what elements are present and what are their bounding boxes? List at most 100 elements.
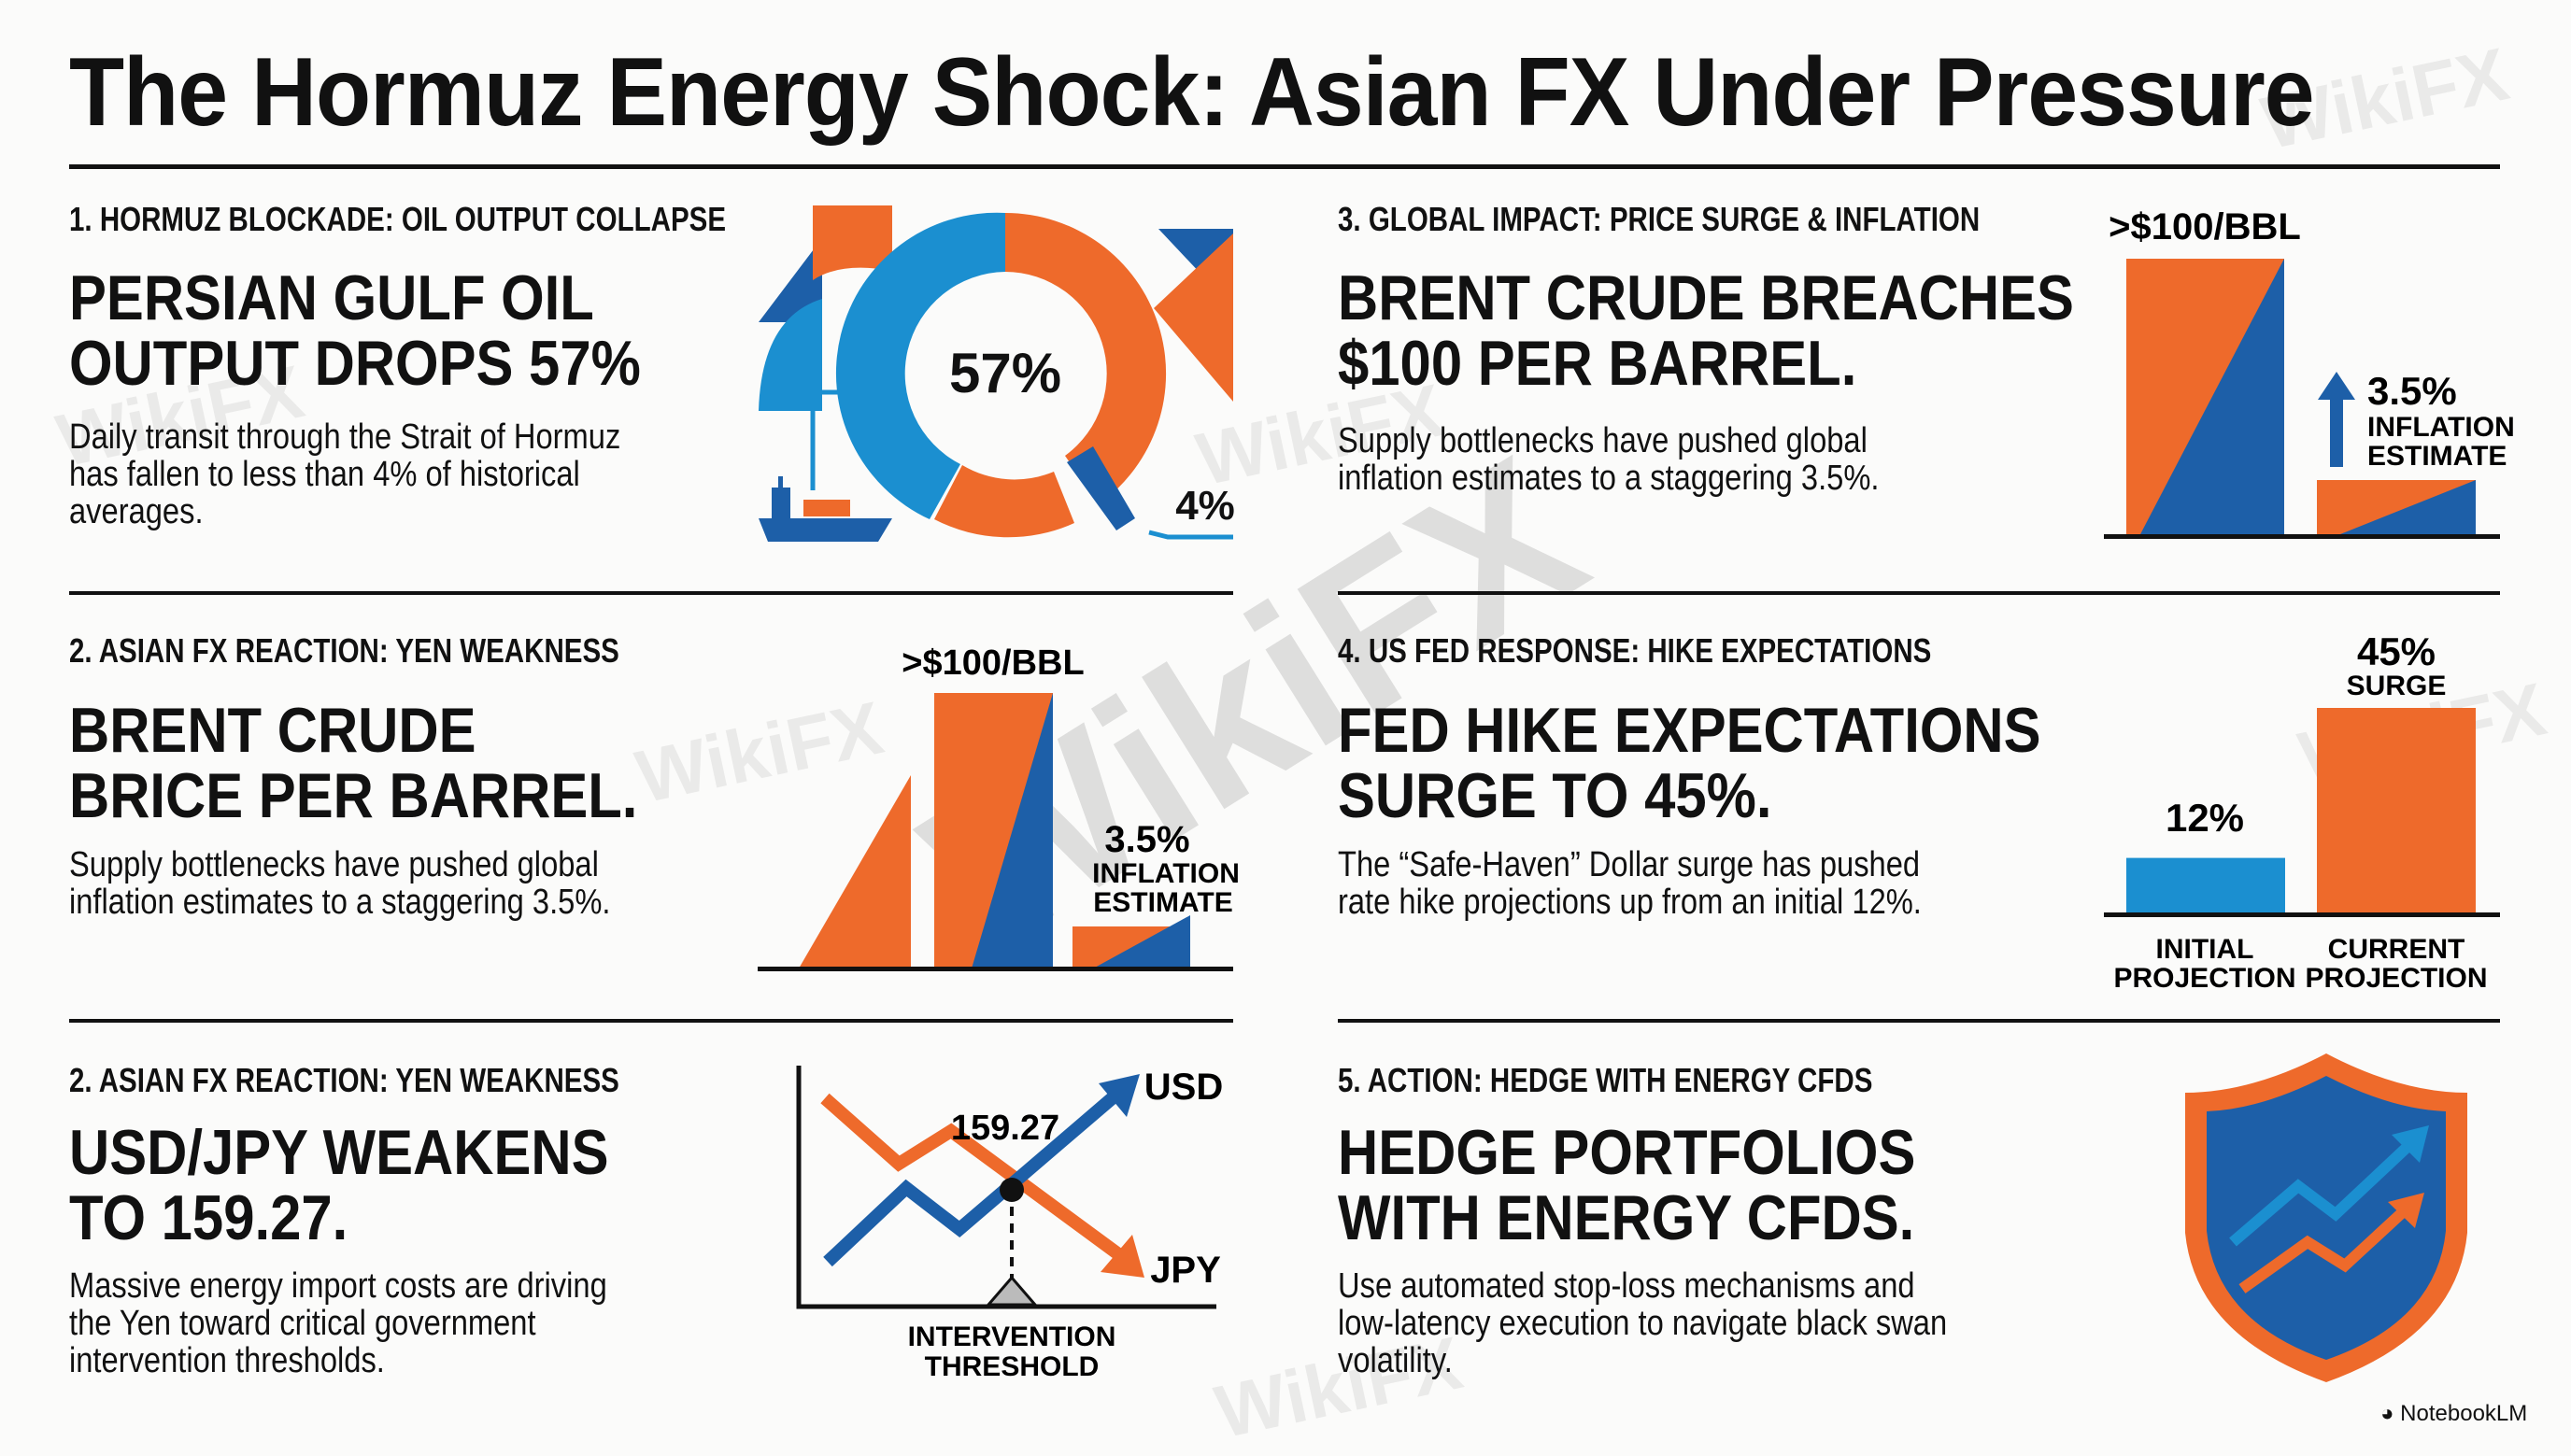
bar-inflation-shade: [1093, 915, 1190, 968]
bar-value-label: 45%: [2357, 629, 2436, 673]
body-line: inflation estimates to a staggering 3.5%…: [1338, 459, 1880, 498]
threshold-label: INTERVENTION: [908, 1322, 1116, 1352]
notebooklm-icon: ◕: [2380, 1401, 2394, 1426]
category-label: CURRENT: [2328, 934, 2465, 965]
headline: FED HIKE EXPECTATIONS SURGE TO 45%.: [1338, 698, 2041, 828]
category-label: PROJECTION: [2113, 963, 2295, 994]
arrow-up-icon: [2318, 372, 2355, 467]
headline: BRENT CRUDE BRICE PER BARREL.: [69, 698, 637, 828]
body-line: Supply bottlenecks have pushed global: [69, 845, 599, 884]
divider: [69, 591, 1233, 595]
bar-oil-price-shade: [2139, 259, 2284, 536]
inflation-label: INFLATION: [1092, 858, 1240, 889]
body-line: low-latency execution to navigate black …: [1338, 1304, 1948, 1343]
ship-icon: [759, 476, 892, 542]
price-label: >$100/BBL: [2109, 206, 2301, 247]
donut-segment-small: [1067, 446, 1135, 530]
baseline: [2104, 534, 2500, 539]
decor-shard: [759, 299, 822, 411]
decor-shard: [759, 238, 822, 322]
category-label: PROJECTION: [2305, 963, 2487, 994]
series-line-jpy: [820, 1093, 1126, 1262]
body-line: Daily transit through the Strait of Horm…: [69, 417, 621, 457]
headline-line: PERSIAN GULF OIL: [69, 262, 594, 333]
headline: USD/JPY WEAKENS TO 159.27.: [69, 1120, 608, 1251]
series-label-usd: USD: [1144, 1067, 1223, 1108]
section-label: 3. GLOBAL IMPACT: PRICE SURGE & INFLATIO…: [1338, 200, 1981, 238]
arrow-jpy: [1101, 1235, 1144, 1278]
section-label: 2. ASIAN FX REACTION: YEN WEAKNESS: [69, 631, 619, 670]
body-line: volatility.: [1338, 1341, 1453, 1380]
bar-value-label: 12%: [2166, 796, 2244, 840]
threshold-marker: [985, 1275, 1039, 1307]
body-text: The “Safe-Haven” Dollar surge has pushed…: [1338, 846, 1922, 921]
donut-segment-blue: [835, 212, 1005, 519]
section-label: 5. ACTION: HEDGE WITH ENERGY CFDS: [1338, 1061, 1873, 1099]
bar-initial: [2126, 857, 2285, 912]
section-label: 2. ASIAN FX REACTION: YEN WEAKNESS: [69, 1061, 619, 1099]
donut-center-value: 57%: [949, 342, 1061, 404]
divider: [69, 1019, 1233, 1023]
headline-line: USD/JPY WEAKENS: [69, 1117, 609, 1188]
footer-brand-text: NotebookLM: [2400, 1401, 2528, 1426]
series-label-jpy: JPY: [1150, 1250, 1221, 1291]
headline-line: WITH ENERGY CFDS.: [1338, 1182, 1915, 1253]
body-line: intervention thresholds.: [69, 1341, 385, 1380]
decor-line: [1148, 530, 1233, 540]
body-line: inflation estimates to a staggering 3.5%…: [69, 883, 611, 922]
headline-line: BRENT CRUDE BREACHES: [1338, 262, 2074, 333]
bar-sub-label: SURGE: [2347, 671, 2447, 701]
divider: [1338, 591, 2500, 595]
headline-line: OUTPUT DROPS 57%: [69, 328, 641, 399]
inflation-value: 3.5%: [1104, 819, 1189, 860]
cross-point: [1000, 1178, 1024, 1202]
headline: HEDGE PORTFOLIOS WITH ENERGY CFDS.: [1338, 1120, 1915, 1251]
body-line: the Yen toward critical government: [69, 1304, 536, 1343]
divider: [1338, 1019, 2500, 1023]
footer-brand: ◕ NotebookLM: [2380, 1401, 2527, 1427]
axes: [796, 1066, 1216, 1309]
inflation-label: INFLATION: [2367, 412, 2515, 443]
body-line: The “Safe-Haven” Dollar surge has pushed: [1338, 845, 1921, 884]
threshold-label: THRESHOLD: [925, 1351, 1100, 1382]
body-line: Massive energy import costs are driving: [69, 1266, 607, 1306]
body-text: Supply bottlenecks have pushed global in…: [1338, 422, 1880, 497]
header-rule: [69, 164, 2500, 169]
arrow-usd: [1099, 1074, 1140, 1117]
headline-line: FED HIKE EXPECTATIONS: [1338, 695, 2041, 766]
body-line: Supply bottlenecks have pushed global: [1338, 421, 1868, 460]
inflation-label: ESTIMATE: [2367, 441, 2507, 472]
headline-line: TO 159.27.: [69, 1182, 348, 1253]
price-label: >$100/BBL: [902, 643, 1084, 683]
inflation-value: 3.5%: [2367, 369, 2457, 413]
bar-oil-price-shade: [972, 693, 1053, 968]
body-text: Massive energy import costs are driving …: [69, 1267, 607, 1379]
headline: BRENT CRUDE BREACHES $100 PER BARREL.: [1338, 265, 2074, 396]
bar-inflation-shade: [2336, 480, 2476, 536]
decor-triangle: [799, 775, 911, 968]
body-text: Supply bottlenecks have pushed global in…: [69, 846, 611, 921]
decor-shard: [813, 205, 892, 280]
body-line: Use automated stop-loss mechanisms and: [1338, 1266, 1915, 1306]
headline-line: BRICE PER BARREL.: [69, 760, 638, 831]
headline-line: HEDGE PORTFOLIOS: [1338, 1117, 1916, 1188]
body-line: has fallen to less than 4% of historical: [69, 455, 580, 494]
baseline: [2104, 912, 2500, 917]
category-label: INITIAL: [2156, 934, 2254, 965]
section-label: 4. US FED RESPONSE: HIKE EXPECTATIONS: [1338, 631, 1932, 670]
page-title: The Hormuz Energy Shock: Asian FX Under …: [69, 38, 2315, 147]
headline-line: SURGE TO 45%.: [1338, 760, 1772, 831]
body-line: averages.: [69, 492, 204, 531]
baseline: [758, 967, 1233, 971]
headline-line: $100 PER BARREL.: [1338, 328, 1857, 399]
series-line-usd: [823, 1089, 1121, 1267]
section-label: 1. HORMUZ BLOCKADE: OIL OUTPUT COLLAPSE: [69, 200, 727, 238]
bar-current: [2317, 708, 2476, 912]
decor-shard: [1154, 233, 1233, 402]
headline-line: BRENT CRUDE: [69, 695, 476, 766]
inflation-label: ESTIMATE: [1093, 887, 1232, 918]
